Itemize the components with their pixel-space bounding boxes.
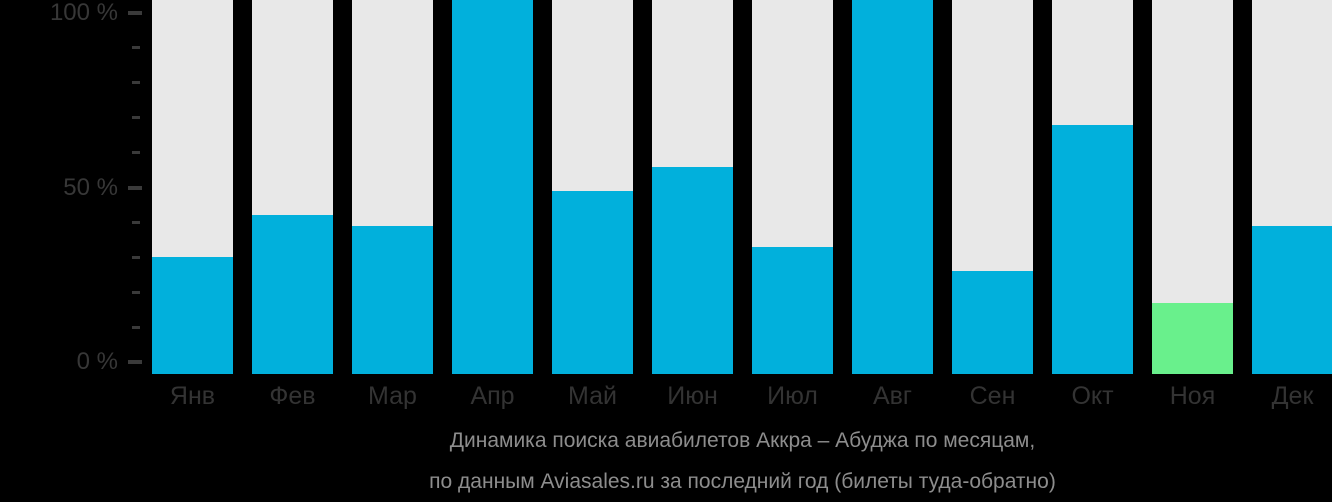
bar-fill (1252, 226, 1332, 374)
bar-column-Июл (752, 0, 833, 374)
bar-fill (952, 271, 1033, 374)
bar-column-Апр (452, 0, 533, 374)
y-tick-label: 100 % (49, 0, 118, 26)
y-tick-label: 50 % (63, 173, 118, 201)
bar-fill (552, 191, 633, 374)
bar-column-Окт (1052, 0, 1133, 374)
month-label-Июл: Июл (767, 382, 818, 410)
chart-caption: Динамика поиска авиабилетов Аккра – Абуд… (152, 426, 1332, 502)
month-label-Окт: Окт (1071, 382, 1114, 410)
month-label-Ноя: Ноя (1169, 382, 1216, 410)
bar-column-Мар (352, 0, 433, 374)
bar-column-Янв (152, 0, 233, 374)
month-label-Фев: Фев (269, 382, 316, 410)
month-label-Сен: Сен (969, 382, 1016, 410)
y-minor-tick (132, 255, 140, 259)
bar-fill (152, 257, 233, 374)
bar-fill-highlight (1152, 303, 1233, 374)
month-label-Янв: Янв (169, 382, 216, 410)
y-minor-tick (132, 220, 140, 224)
bar-fill (252, 215, 333, 374)
bar-fill (852, 0, 933, 374)
y-minor-tick (132, 325, 140, 329)
bar-column-Ноя (1152, 0, 1233, 374)
bar-column-Фев (252, 0, 333, 374)
month-label-Апр: Апр (470, 382, 515, 410)
chart-subtitle: по данным Aviasales.ru за последний год … (429, 470, 1056, 493)
y-minor-tick (132, 46, 140, 50)
month-label-Мар: Мар (368, 382, 417, 410)
bar-fill (452, 0, 533, 374)
y-minor-tick (132, 151, 140, 155)
y-minor-tick (132, 290, 140, 294)
y-minor-tick (132, 81, 140, 85)
y-major-tick (128, 360, 142, 364)
bar-column-Дек (1252, 0, 1332, 374)
month-label-Июн: Июн (667, 382, 718, 410)
bar-fill (1052, 125, 1133, 374)
bar-fill (352, 226, 433, 374)
month-label-Май: Май (568, 382, 617, 410)
month-label-Дек: Дек (1271, 382, 1314, 410)
bar-fill (752, 247, 833, 374)
bar-fill (652, 167, 733, 374)
bar-column-Сен (952, 0, 1033, 374)
bar-column-Июн (652, 0, 733, 374)
y-minor-tick (132, 116, 140, 120)
y-tick-label: 0 % (76, 348, 118, 375)
month-label-Авг: Авг (872, 382, 913, 410)
y-major-tick (128, 185, 142, 190)
bar-column-Май (552, 0, 633, 374)
y-major-tick (128, 11, 142, 15)
bar-column-Авг (852, 0, 933, 374)
chart-title: Динамика поиска авиабилетов Аккра – Абуд… (449, 429, 1036, 452)
